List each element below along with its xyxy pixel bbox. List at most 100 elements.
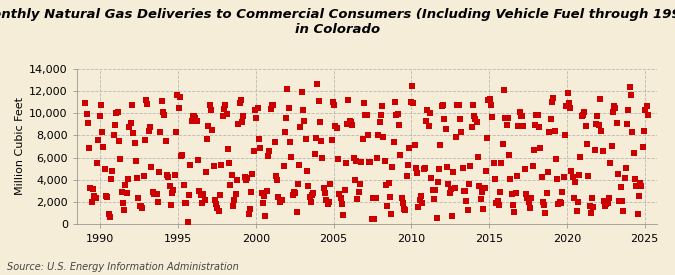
Point xyxy=(275,198,286,202)
Point xyxy=(124,125,135,129)
Point xyxy=(351,159,362,164)
Point xyxy=(400,208,411,212)
Point xyxy=(298,108,308,112)
Point xyxy=(368,195,379,200)
Point xyxy=(414,198,425,202)
Point xyxy=(339,188,350,192)
Point xyxy=(517,114,528,119)
Point xyxy=(570,180,580,185)
Point xyxy=(300,136,311,141)
Point xyxy=(240,175,250,180)
Point xyxy=(468,114,479,118)
Point xyxy=(481,169,491,173)
Point xyxy=(374,119,385,124)
Point xyxy=(479,186,490,190)
Point xyxy=(531,112,542,117)
Point xyxy=(268,103,279,108)
Point xyxy=(142,102,153,106)
Point xyxy=(441,165,452,169)
Point xyxy=(558,174,569,179)
Point xyxy=(244,207,255,211)
Point xyxy=(408,100,418,105)
Point xyxy=(290,191,300,195)
Point xyxy=(367,216,377,221)
Point xyxy=(447,213,458,218)
Point xyxy=(513,123,524,128)
Point xyxy=(623,108,634,112)
Point xyxy=(302,169,313,174)
Point xyxy=(493,202,504,207)
Point xyxy=(483,98,494,102)
Point xyxy=(277,198,288,202)
Point xyxy=(153,199,163,204)
Point xyxy=(279,130,290,134)
Point xyxy=(350,178,360,183)
Point xyxy=(488,161,499,165)
Point xyxy=(454,117,465,122)
Point xyxy=(466,125,477,130)
Point xyxy=(176,154,186,158)
Point xyxy=(111,111,122,115)
Point xyxy=(545,117,556,121)
Point xyxy=(508,202,518,207)
Point xyxy=(216,163,227,167)
Point xyxy=(643,112,653,117)
Point xyxy=(369,217,380,222)
Point xyxy=(622,121,632,126)
Point xyxy=(391,113,402,118)
Point xyxy=(398,201,408,205)
Point xyxy=(591,121,601,126)
Point xyxy=(267,103,277,107)
Point xyxy=(103,211,114,216)
Point xyxy=(310,136,321,140)
Point xyxy=(534,125,545,129)
Point xyxy=(472,155,483,159)
Point xyxy=(107,169,118,173)
Point xyxy=(497,141,508,146)
Point xyxy=(319,186,329,190)
Point xyxy=(215,193,225,197)
Point xyxy=(403,163,414,167)
Point xyxy=(599,204,610,208)
Point xyxy=(177,153,188,157)
Text: Source: U.S. Energy Information Administration: Source: U.S. Energy Information Administ… xyxy=(7,262,238,272)
Point xyxy=(381,183,392,187)
Point xyxy=(464,182,475,186)
Point xyxy=(190,116,201,120)
Point xyxy=(81,112,92,117)
Point xyxy=(597,148,608,153)
Point xyxy=(188,114,198,118)
Point xyxy=(499,88,510,92)
Point xyxy=(105,215,115,220)
Point xyxy=(130,159,141,163)
Point xyxy=(242,176,252,180)
Point xyxy=(230,191,241,196)
Point xyxy=(208,163,219,168)
Point xyxy=(596,129,607,133)
Point xyxy=(392,112,403,116)
Point xyxy=(496,161,507,165)
Point xyxy=(173,106,184,110)
Point xyxy=(450,186,460,191)
Point xyxy=(396,195,407,200)
Point xyxy=(109,123,120,127)
Point xyxy=(330,123,341,128)
Point xyxy=(502,116,513,120)
Point xyxy=(120,183,131,187)
Point xyxy=(264,149,275,154)
Point xyxy=(342,122,352,127)
Point xyxy=(462,208,473,213)
Point xyxy=(404,146,414,150)
Point xyxy=(418,167,429,172)
Point xyxy=(618,209,628,213)
Point xyxy=(327,100,338,104)
Point xyxy=(468,102,479,107)
Point xyxy=(354,190,364,194)
Point xyxy=(567,175,578,179)
Point xyxy=(169,173,180,177)
Point xyxy=(312,81,323,86)
Point xyxy=(326,138,337,142)
Point xyxy=(640,108,651,112)
Point xyxy=(371,156,382,160)
Point xyxy=(211,202,221,206)
